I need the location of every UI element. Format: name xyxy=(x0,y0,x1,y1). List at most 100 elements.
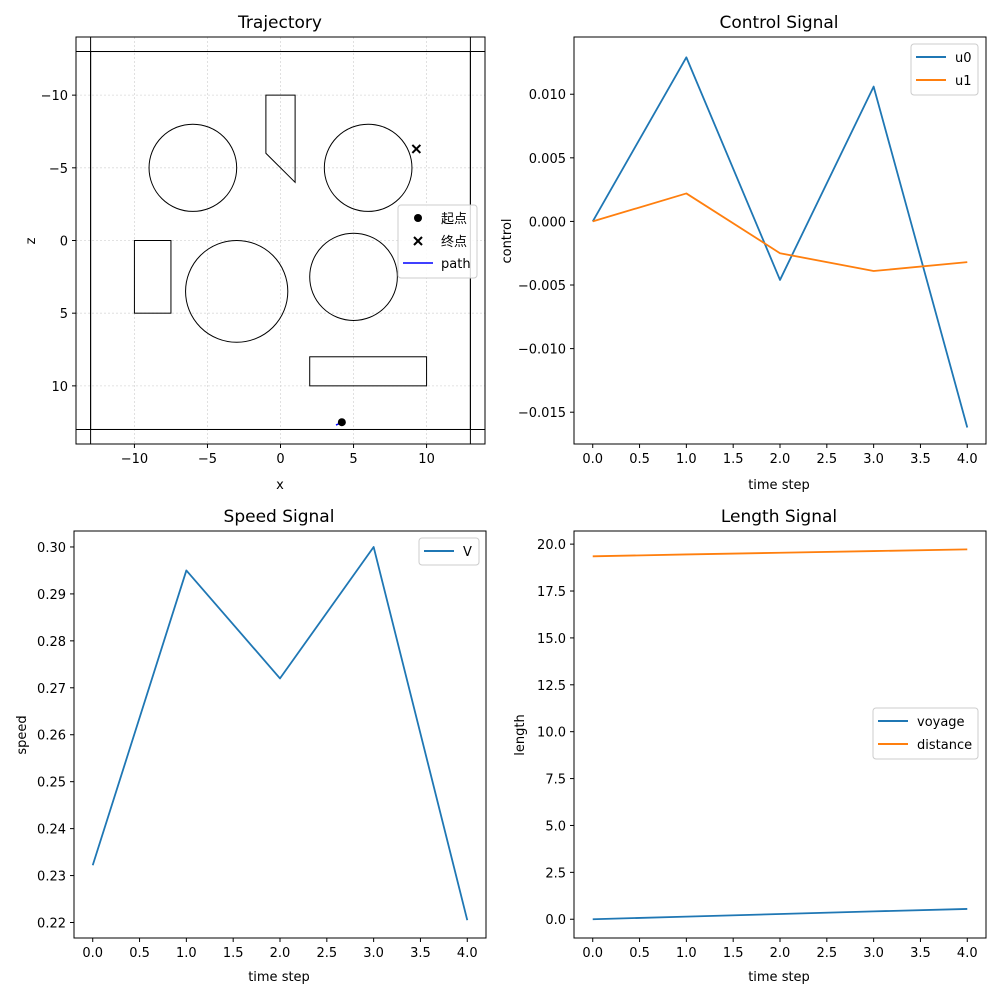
speed-xtick-label: 0.0 xyxy=(82,946,103,961)
control-ticks: 0.0 0.5 1.0 1.5 2.0 2.5 3.0 3.5 4.0 −0.015 −0.010 −… xyxy=(518,88,978,467)
length-ytick-label: 20.0 xyxy=(537,538,566,553)
control-title: Control Signal xyxy=(719,13,838,33)
speed-ytick-label: 0.24 xyxy=(37,823,66,838)
length-ytick-label: 10.0 xyxy=(537,726,566,741)
speed-xlabel: time step xyxy=(248,970,310,985)
speed-axes-frame xyxy=(73,530,487,939)
control-ytick-label: 0.000 xyxy=(529,215,566,230)
trajectory-marks xyxy=(335,144,422,427)
trajectory-xtick-label: 0 xyxy=(276,452,284,467)
control-xtick-label: 0.5 xyxy=(629,452,650,467)
speed-xtick-label: 1.5 xyxy=(223,946,244,961)
speed-ytick-label: 0.27 xyxy=(37,682,66,697)
speed-xtick-label: 2.5 xyxy=(316,946,337,961)
speed-xtick-label: 0.5 xyxy=(129,946,150,961)
length-xtick-label: 0.0 xyxy=(582,946,603,961)
control-ytick-label: 0.010 xyxy=(529,88,566,103)
length-xtick-label: 3.5 xyxy=(910,946,931,961)
speed-ytick-label: 0.29 xyxy=(37,588,66,603)
length-series-distance-line xyxy=(592,548,968,558)
control-xtick-label: 1.0 xyxy=(676,452,697,467)
length-ytick-label: 7.5 xyxy=(545,773,566,788)
length-ytick-label: 12.5 xyxy=(537,679,566,694)
speed-xtick-label: 1.0 xyxy=(176,946,197,961)
control-ytick-label: −0.005 xyxy=(518,279,566,294)
obstacle-polygon xyxy=(265,94,296,184)
control-xtick-label: 1.5 xyxy=(723,452,744,467)
control-series-u1-line xyxy=(592,192,968,272)
speed-xtick-label: 2.0 xyxy=(270,946,291,961)
end-point xyxy=(411,144,422,154)
length-xtick-label: 4.0 xyxy=(957,946,978,961)
obstacle-circle xyxy=(185,240,289,343)
trajectory-ytick-label: 10 xyxy=(51,380,68,395)
length-xtick-label: 2.5 xyxy=(816,946,837,961)
control-xtick-label: 3.0 xyxy=(863,452,884,467)
subplot-length: Length Signal 0.0 0.5 1.0 1.5 2.0 2.5 3.0 3.5 4.… xyxy=(513,507,987,985)
trajectory-xtick-label: 10 xyxy=(418,452,435,467)
trajectory-ticks: −10 −5 0 5 10 −10 −5 0 5 10 xyxy=(41,89,435,467)
legend-voyage-label: voyage xyxy=(917,715,965,730)
control-ytick-label: 0.005 xyxy=(529,152,566,167)
speed-ytick-label: 0.25 xyxy=(37,776,66,791)
length-title: Length Signal xyxy=(721,507,837,527)
length-xtick-label: 2.0 xyxy=(770,946,791,961)
obstacle-circle xyxy=(309,232,398,321)
speed-ytick-label: 0.22 xyxy=(37,917,66,932)
length-xtick-label: 3.0 xyxy=(863,946,884,961)
control-lines xyxy=(591,56,969,428)
speed-series-V-line xyxy=(91,546,469,921)
speed-title: Speed Signal xyxy=(224,507,335,527)
control-xtick-label: 4.0 xyxy=(957,452,978,467)
legend-path-label: path xyxy=(441,257,471,272)
start-point xyxy=(337,418,346,427)
trajectory-ylabel: z xyxy=(24,237,39,244)
control-ytick-label: −0.010 xyxy=(518,343,566,358)
control-xtick-label: 2.5 xyxy=(816,452,837,467)
obstacle-rect xyxy=(309,356,428,387)
obstacle-circle xyxy=(148,123,238,212)
length-xtick-label: 0.5 xyxy=(629,946,650,961)
trajectory-ytick-label: −10 xyxy=(41,89,68,104)
length-ytick-label: 2.5 xyxy=(545,866,566,881)
control-xtick-label: 0.0 xyxy=(582,452,603,467)
trajectory-xtick-label: 5 xyxy=(349,452,357,467)
obstacle-rect xyxy=(133,240,172,314)
legend-v-label: V xyxy=(463,545,472,560)
legend-start-label: 起点 xyxy=(441,212,467,227)
subplot-trajectory: Trajectory −10 −5 0 5 10 −10 −5 0 5 10 x z 起点 终点 … xyxy=(24,13,486,493)
length-legend: voyage distance xyxy=(872,707,979,760)
control-xtick-label: 3.5 xyxy=(910,452,931,467)
legend-end-label: 终点 xyxy=(441,234,467,250)
length-ytick-label: 5.0 xyxy=(545,819,566,834)
control-xlabel: time step xyxy=(748,478,810,493)
control-ytick-label: −0.015 xyxy=(518,406,566,421)
length-ytick-label: 15.0 xyxy=(537,632,566,647)
control-ylabel: control xyxy=(500,218,515,263)
length-ticks: 0.0 0.5 1.0 1.5 2.0 2.5 3.0 3.5 4.0 0.0 2.5 5.0 7.5 1… xyxy=(537,538,978,961)
length-ytick-label: 17.5 xyxy=(537,585,566,600)
trajectory-obstacles xyxy=(76,37,485,444)
length-series-voyage-line xyxy=(592,908,968,921)
speed-ticks: 0.0 0.5 1.0 1.5 2.0 2.5 3.0 3.5 4.0 0.22 0.23 0.24 0… xyxy=(37,541,478,961)
trajectory-xtick-label: −10 xyxy=(121,452,148,467)
speed-ytick-label: 0.30 xyxy=(37,541,66,556)
control-series-u0-line xyxy=(591,56,969,428)
control-xtick-label: 2.0 xyxy=(770,452,791,467)
length-lines xyxy=(592,548,968,921)
speed-xtick-label: 4.0 xyxy=(457,946,478,961)
speed-ytick-label: 0.23 xyxy=(37,870,66,885)
length-ytick-label: 0.0 xyxy=(545,913,566,928)
trajectory-legend: 起点 终点 path xyxy=(397,204,478,279)
legend-u0-label: u0 xyxy=(955,51,972,66)
control-axes-frame xyxy=(573,36,987,445)
subplot-speed: Speed Signal 0.0 0.5 1.0 1.5 2.0 2.5 3.0 3.5 4.0… xyxy=(15,507,487,985)
subplot-control: Control Signal 0.0 0.5 1.0 1.5 2.0 2.5 3.0 3.5 4… xyxy=(500,13,987,493)
speed-xtick-label: 3.5 xyxy=(410,946,431,961)
trajectory-title: Trajectory xyxy=(237,13,322,33)
end-point-stroke xyxy=(411,144,422,154)
trajectory-ytick-label: 0 xyxy=(60,235,68,250)
legend-u1-label: u1 xyxy=(955,74,972,89)
speed-ytick-label: 0.26 xyxy=(37,729,66,744)
